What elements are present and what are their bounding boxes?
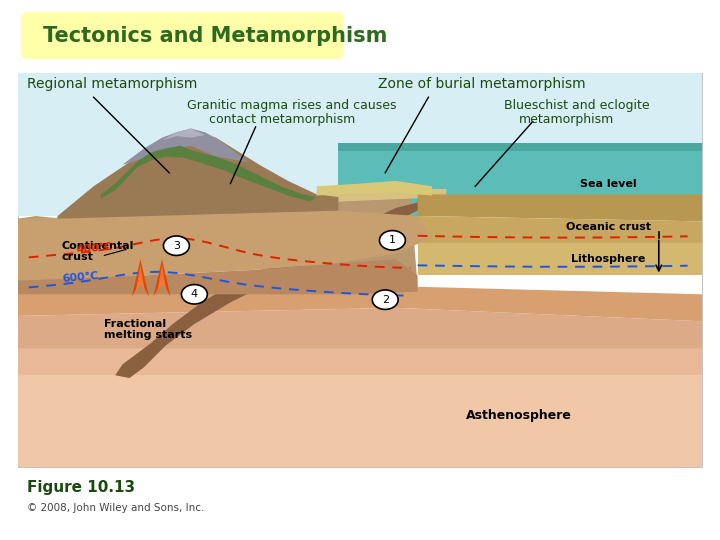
Text: Granitic magma rises and causes: Granitic magma rises and causes: [187, 99, 397, 112]
Text: 3: 3: [173, 241, 180, 251]
Polygon shape: [157, 265, 167, 294]
Polygon shape: [162, 129, 205, 140]
Text: Figure 10.13: Figure 10.13: [27, 480, 135, 495]
Polygon shape: [18, 73, 702, 216]
Text: Continental: Continental: [61, 241, 134, 251]
Text: Fractional: Fractional: [104, 319, 166, 329]
Polygon shape: [418, 243, 702, 275]
Text: Regional metamorphism: Regional metamorphism: [27, 77, 198, 91]
Text: crust: crust: [61, 252, 93, 261]
Polygon shape: [317, 189, 446, 202]
Polygon shape: [18, 286, 702, 321]
Polygon shape: [58, 130, 338, 219]
Text: Sea level: Sea level: [580, 179, 636, 188]
Polygon shape: [338, 143, 702, 151]
Polygon shape: [132, 259, 149, 297]
Polygon shape: [18, 259, 418, 294]
Text: Blueschist and eclogite: Blueschist and eclogite: [504, 99, 649, 112]
Polygon shape: [153, 259, 171, 297]
Polygon shape: [418, 194, 702, 221]
Polygon shape: [18, 348, 702, 375]
Text: contact metamorphism: contact metamorphism: [209, 113, 355, 126]
Text: metamorphism: metamorphism: [518, 113, 613, 126]
Text: 2: 2: [382, 295, 389, 305]
Circle shape: [372, 290, 398, 309]
Circle shape: [163, 236, 189, 255]
Text: 1: 1: [389, 235, 396, 245]
Circle shape: [181, 285, 207, 304]
Polygon shape: [18, 308, 702, 348]
Polygon shape: [135, 265, 145, 294]
FancyBboxPatch shape: [18, 73, 702, 467]
Text: 600°C: 600°C: [61, 271, 99, 284]
Text: Tectonics and Metamorphism: Tectonics and Metamorphism: [43, 25, 387, 46]
Polygon shape: [122, 129, 248, 165]
Text: Asthenosphere: Asthenosphere: [465, 409, 572, 422]
Text: Zone of burial metamorphism: Zone of burial metamorphism: [378, 77, 585, 91]
Circle shape: [379, 231, 405, 250]
FancyBboxPatch shape: [22, 13, 343, 58]
Text: melting starts: melting starts: [104, 330, 192, 340]
Polygon shape: [18, 189, 418, 292]
Text: © 2008, John Wiley and Sons, Inc.: © 2008, John Wiley and Sons, Inc.: [27, 503, 204, 512]
Polygon shape: [18, 375, 702, 467]
Polygon shape: [338, 143, 702, 216]
Polygon shape: [115, 194, 446, 378]
Polygon shape: [18, 211, 432, 281]
Polygon shape: [418, 216, 702, 243]
Text: Lithosphere: Lithosphere: [571, 254, 646, 264]
Text: 4: 4: [191, 289, 198, 299]
Text: Oceanic crust: Oceanic crust: [566, 222, 651, 232]
Polygon shape: [101, 146, 317, 201]
Polygon shape: [317, 181, 432, 195]
Text: 400°C: 400°C: [76, 242, 113, 255]
